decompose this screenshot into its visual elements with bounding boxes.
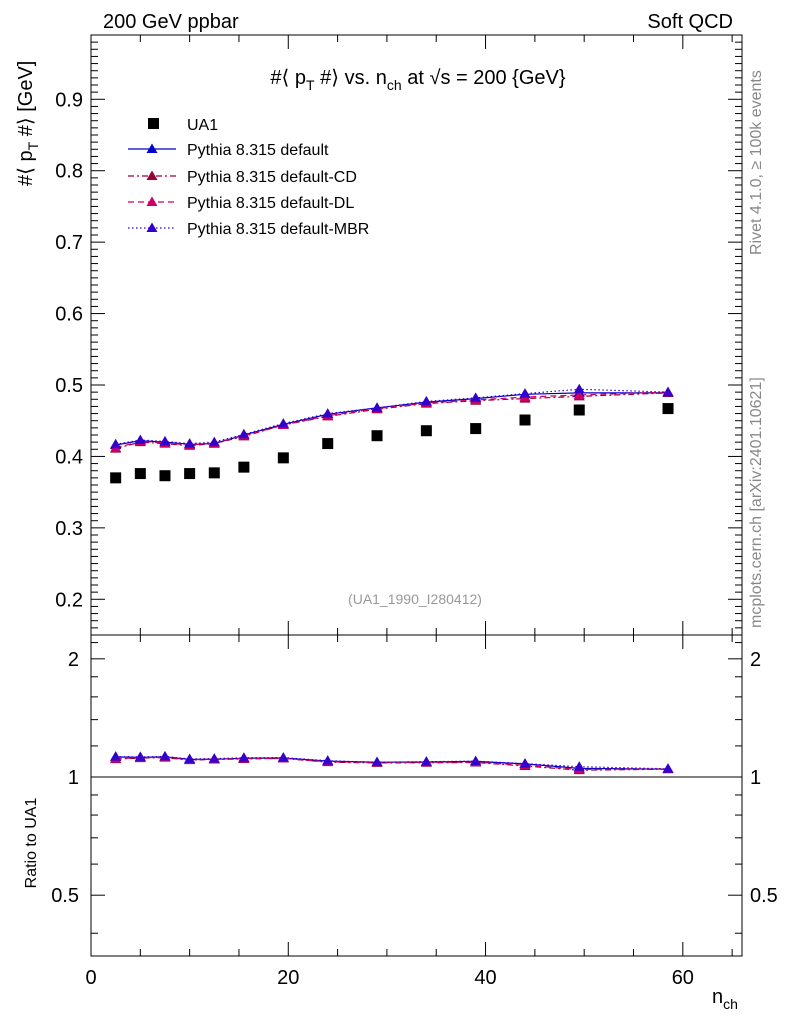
y-axis-label: #⟨ pT #⟩ [GeV] <box>15 61 41 186</box>
ratio-line-3 <box>115 755 669 770</box>
ratio-y-axis-label: Ratio to UA1 <box>23 798 40 889</box>
legend-label-default: Pythia 8.315 default <box>187 142 329 159</box>
series-marker <box>159 435 171 446</box>
x-tick-label: 40 <box>474 967 496 989</box>
data-point-ua1 <box>208 467 220 479</box>
x-tick-label: 60 <box>672 967 694 989</box>
x-axis-label: nch <box>712 986 738 1012</box>
y-tick-label: 0.3 <box>55 518 83 540</box>
side-label-bottom: mcplots.cern.ch [arXiv:2401.10621] <box>748 377 765 628</box>
ratio-marker <box>184 753 196 763</box>
legend-marker-mbr <box>146 222 158 232</box>
data-point-ua1 <box>573 404 585 416</box>
series-line-0 <box>115 392 668 446</box>
series-marker <box>208 436 220 447</box>
data-point-ua1 <box>238 461 250 473</box>
y-tick-label: 0.4 <box>55 446 83 468</box>
series-marker <box>573 383 585 394</box>
x-tick-label: 0 <box>85 967 96 989</box>
y-tick-label: 0.7 <box>55 232 83 254</box>
ratio-marker <box>322 755 334 765</box>
y-tick-label: 0.9 <box>55 89 83 111</box>
ratio-marker <box>662 763 674 773</box>
series-line-2 <box>115 391 669 449</box>
data-point-ua1 <box>322 438 334 450</box>
tick-labels: 0 20 40 60 0.2 0.3 0.4 0.5 0.6 0.7 0.8 0.9 0.5 0.5 1 1 2… <box>51 89 778 989</box>
series-marker <box>371 402 383 412</box>
ratio-marker <box>371 756 383 767</box>
y-tick-label: 0.2 <box>55 589 83 611</box>
legend-marker-dl <box>146 196 158 206</box>
ratio-line-2 <box>115 756 669 771</box>
analysis-id-watermark: (UA1_1990_I280412) <box>348 591 482 607</box>
ratio-marker <box>573 761 585 771</box>
data-point-ua1 <box>277 452 289 464</box>
legend-label-cd: Pythia 8.315 default-CD <box>187 169 357 186</box>
series-marker <box>322 408 334 418</box>
data-point-ua1 <box>110 472 122 484</box>
series-marker <box>277 418 289 428</box>
y-tick-label: 0.8 <box>55 161 83 183</box>
series-marker <box>470 392 482 402</box>
data-point-ua1 <box>470 423 482 435</box>
ratio-marker <box>134 751 146 761</box>
data-point-ua1 <box>662 403 674 415</box>
ratio-marker <box>470 755 482 766</box>
header-left: 200 GeV ppbar <box>103 11 239 33</box>
series-marker <box>238 428 250 439</box>
plot-title: #⟨ pT #⟩ vs. nch at √s = 200 {GeV} <box>270 67 565 93</box>
legend-marker-ua1 <box>148 118 159 129</box>
series-line-1 <box>115 392 669 450</box>
data-point-ua1 <box>420 425 432 437</box>
legend: UA1 Pythia 8.315 default Pythia 8.315 de… <box>128 117 369 238</box>
data-point-ua1 <box>159 470 171 482</box>
ratio-marker <box>277 752 289 762</box>
legend-label-ua1: UA1 <box>187 117 218 134</box>
ratio-marker <box>208 753 220 763</box>
y-tick-label: 0.6 <box>55 304 83 326</box>
ratio-tick-label-right: 0.5 <box>750 885 778 907</box>
legend-marker-cd <box>146 170 158 180</box>
ratio-marker <box>238 752 250 762</box>
series-marker <box>420 395 432 406</box>
header-right: Soft QCD <box>647 11 733 33</box>
legend-label-mbr: Pythia 8.315 default-MBR <box>187 221 369 238</box>
series-marker <box>184 438 196 448</box>
y-tick-label: 0.5 <box>55 375 83 397</box>
ratio-tick-label-left: 0.5 <box>51 885 79 907</box>
ratio-tick-label-left: 1 <box>68 767 79 789</box>
ratio-line-1 <box>115 756 669 771</box>
ratio-marker <box>519 758 531 768</box>
ratio-marker <box>159 750 171 761</box>
series-marker <box>134 434 146 444</box>
minor-ticks <box>91 35 742 956</box>
data-point-ua1 <box>184 468 196 480</box>
ratio-panel-frame <box>90 634 743 957</box>
ratio-tick-label-left: 2 <box>68 649 79 671</box>
ratio-marker <box>110 751 122 761</box>
x-tick-label: 20 <box>277 967 299 989</box>
plot-series <box>110 383 674 775</box>
data-point-ua1 <box>134 468 146 480</box>
legend-marker-default <box>146 143 158 153</box>
series-line-3 <box>115 388 669 445</box>
ratio-marker <box>420 756 432 766</box>
data-point-ua1 <box>519 414 531 426</box>
series-marker <box>573 389 585 399</box>
series-marker <box>662 386 674 397</box>
series-marker <box>110 438 122 449</box>
side-label-top: Rivet 4.1.0, ≥ 100k events <box>748 70 765 255</box>
ratio-tick-label-right: 2 <box>750 649 761 671</box>
ratio-tick-label-right: 1 <box>750 767 761 789</box>
legend-label-dl: Pythia 8.315 default-DL <box>187 195 354 212</box>
data-point-ua1 <box>371 430 383 442</box>
series-marker <box>519 388 531 398</box>
